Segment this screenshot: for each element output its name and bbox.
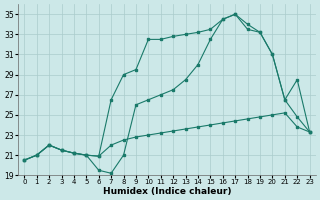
X-axis label: Humidex (Indice chaleur): Humidex (Indice chaleur) [103, 187, 231, 196]
